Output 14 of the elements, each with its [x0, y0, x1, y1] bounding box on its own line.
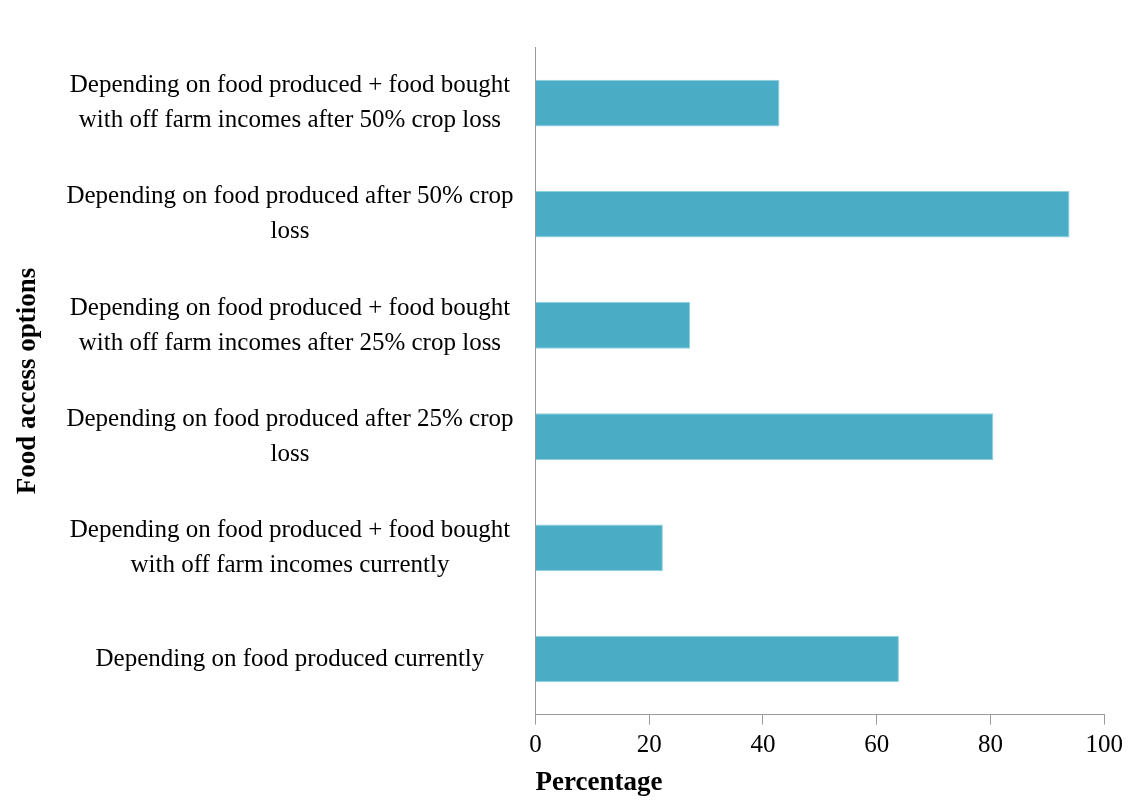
x-tick-label: 100	[1085, 730, 1123, 758]
x-tick-label: 40	[750, 730, 776, 758]
x-tick-label: 80	[977, 730, 1003, 758]
y-tick-label: Depending on food produced + food bought with off farm incomes currently	[69, 514, 511, 577]
y-tick-label: Depending on food produced after 50% crop loss	[66, 181, 514, 244]
x-tick-label: 60	[864, 730, 890, 758]
x-tick-label: 20	[636, 730, 662, 758]
y-axis-title: Food access options	[11, 267, 42, 495]
y-tick-label: Depending on food produced + food bought with off farm incomes after 50% crop loss	[69, 70, 511, 133]
x-axis-title: Percentage	[535, 765, 663, 796]
y-tick-label: Depending on food produced after 25% crop loss	[66, 403, 514, 466]
y-tick-label: Depending on food produced + food bought with off farm incomes after 25% crop loss	[69, 292, 511, 355]
x-tick-label: 0	[529, 730, 542, 758]
y-tick-label: Depending on food produced currently	[95, 643, 485, 671]
